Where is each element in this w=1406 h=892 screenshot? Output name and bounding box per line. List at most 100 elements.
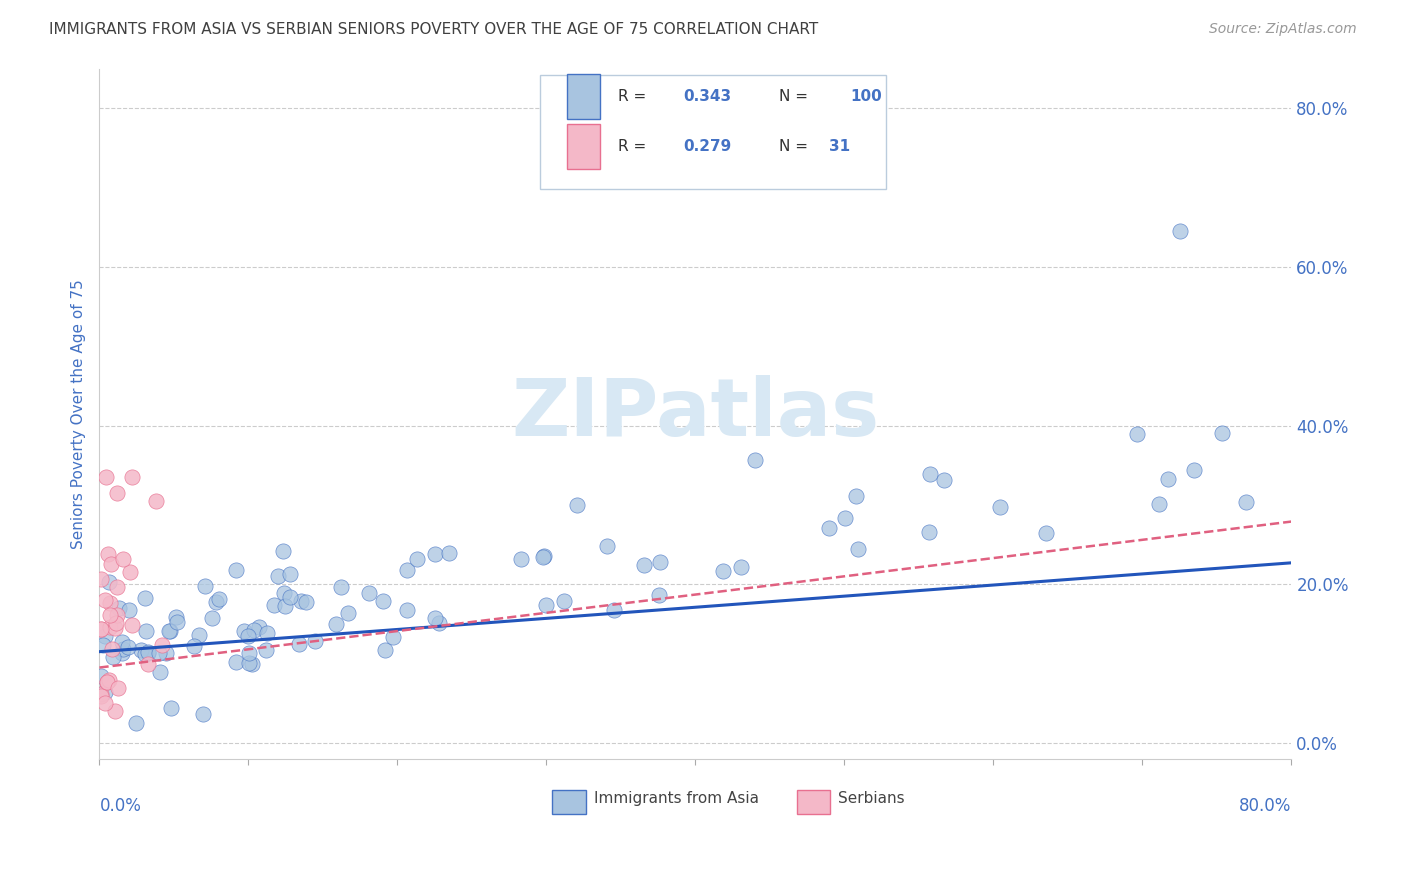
- Text: Serbians: Serbians: [838, 791, 905, 806]
- Point: [290, 594, 312, 608]
- Text: 0.279: 0.279: [683, 139, 731, 154]
- Text: R =: R =: [619, 89, 651, 104]
- Point: [166, 615, 188, 630]
- Point: [134, 647, 156, 661]
- Point: [846, 541, 869, 556]
- Point: [295, 595, 318, 609]
- Point: [266, 569, 288, 583]
- Point: [395, 602, 418, 616]
- Point: [105, 581, 128, 595]
- Point: [117, 640, 139, 654]
- Point: [118, 603, 141, 617]
- Point: [90, 668, 112, 682]
- Point: [1182, 463, 1205, 477]
- Text: 80.0%: 80.0%: [1239, 797, 1292, 814]
- Point: [247, 620, 270, 634]
- Point: [225, 656, 247, 670]
- Point: [834, 511, 856, 525]
- Point: [427, 615, 450, 630]
- Point: [103, 621, 125, 635]
- Point: [817, 521, 839, 535]
- Text: 31: 31: [830, 139, 851, 154]
- Point: [240, 657, 263, 672]
- Point: [201, 610, 224, 624]
- Point: [648, 588, 671, 602]
- Point: [232, 624, 254, 638]
- Point: [136, 657, 159, 672]
- Point: [159, 624, 181, 639]
- Point: [90, 622, 112, 636]
- Point: [101, 649, 124, 664]
- Text: N =: N =: [779, 89, 813, 104]
- Text: 0.343: 0.343: [683, 89, 731, 104]
- Text: Source: ZipAtlas.com: Source: ZipAtlas.com: [1209, 22, 1357, 37]
- Point: [101, 641, 124, 656]
- Point: [125, 716, 148, 731]
- Text: 0.0%: 0.0%: [100, 797, 142, 814]
- Point: [533, 549, 555, 564]
- Point: [374, 642, 396, 657]
- FancyBboxPatch shape: [797, 789, 830, 814]
- Point: [1126, 427, 1149, 442]
- FancyBboxPatch shape: [540, 76, 886, 189]
- Text: N =: N =: [779, 139, 813, 154]
- Point: [273, 586, 295, 600]
- Point: [287, 637, 309, 651]
- Point: [567, 498, 589, 512]
- Point: [596, 540, 619, 554]
- Point: [1168, 224, 1191, 238]
- Point: [990, 500, 1012, 515]
- Point: [536, 598, 558, 612]
- Point: [90, 689, 112, 703]
- Point: [104, 704, 127, 718]
- Point: [188, 628, 211, 642]
- Point: [254, 642, 277, 657]
- Point: [1234, 495, 1257, 509]
- Point: [111, 641, 134, 656]
- Point: [271, 544, 294, 558]
- Point: [278, 567, 301, 582]
- Point: [263, 598, 285, 612]
- Point: [423, 611, 446, 625]
- Point: [236, 629, 259, 643]
- FancyBboxPatch shape: [567, 124, 600, 169]
- Point: [90, 622, 112, 636]
- Point: [225, 564, 247, 578]
- Point: [934, 473, 956, 487]
- Point: [136, 646, 159, 660]
- Point: [1211, 426, 1233, 441]
- Point: [194, 579, 217, 593]
- Point: [304, 633, 326, 648]
- Point: [165, 610, 187, 624]
- Point: [96, 674, 118, 689]
- Point: [395, 563, 418, 577]
- Point: [105, 486, 128, 500]
- FancyBboxPatch shape: [567, 74, 600, 119]
- Point: [90, 572, 112, 586]
- Point: [278, 590, 301, 604]
- Point: [136, 645, 159, 659]
- Point: [1035, 526, 1057, 541]
- Point: [107, 601, 129, 615]
- Point: [243, 623, 266, 637]
- Point: [94, 696, 117, 710]
- Point: [1149, 497, 1171, 511]
- Point: [531, 550, 554, 565]
- Point: [191, 707, 214, 722]
- Point: [730, 560, 752, 574]
- Point: [406, 552, 429, 566]
- Point: [337, 607, 360, 621]
- Point: [208, 592, 231, 607]
- Point: [330, 580, 353, 594]
- Point: [94, 593, 117, 607]
- Point: [96, 675, 118, 690]
- Point: [90, 687, 112, 701]
- Point: [845, 489, 868, 503]
- Point: [510, 552, 533, 566]
- Point: [256, 626, 278, 640]
- Point: [105, 608, 128, 623]
- Point: [371, 594, 394, 608]
- Point: [98, 620, 121, 634]
- Text: ZIPatlas: ZIPatlas: [512, 375, 880, 452]
- Point: [357, 586, 380, 600]
